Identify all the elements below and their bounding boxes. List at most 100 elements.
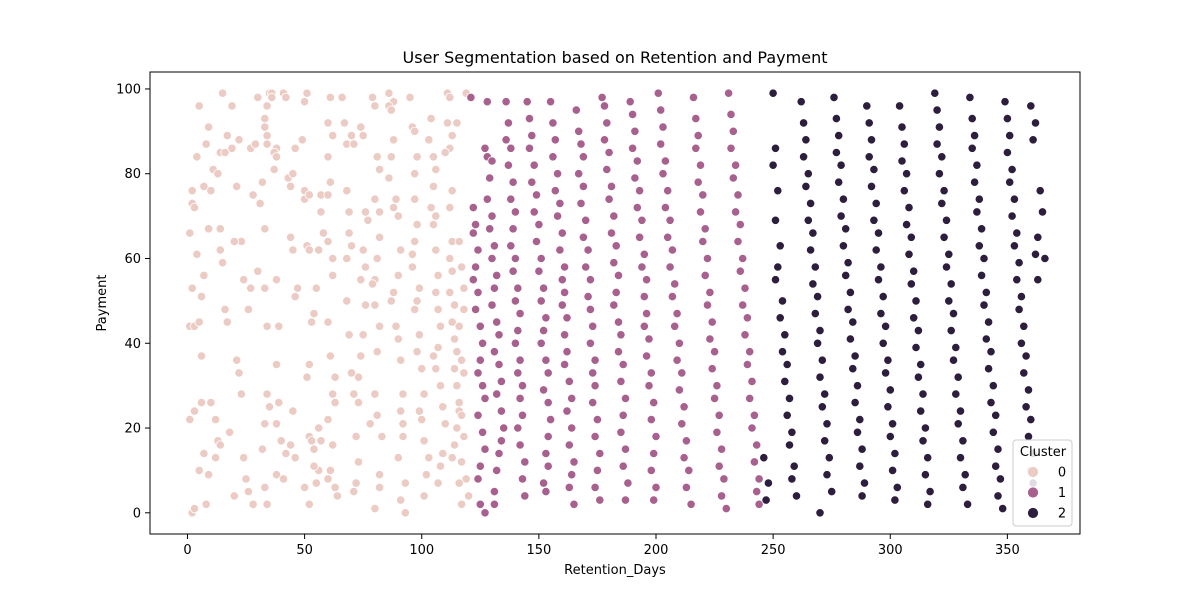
data-point-cluster-2: [759, 453, 769, 463]
data-point-cluster-0: [328, 131, 338, 141]
data-point-cluster-2: [763, 478, 774, 488]
data-point-cluster-1: [723, 88, 734, 98]
data-point-cluster-2: [768, 88, 778, 98]
data-point-cluster-2: [1035, 186, 1045, 196]
data-point-cluster-1: [651, 482, 661, 492]
data-point-cluster-2: [855, 414, 865, 425]
data-point-cluster-1: [634, 232, 645, 242]
data-point-cluster-2: [770, 215, 781, 225]
data-point-cluster-1: [473, 474, 483, 484]
data-point-cluster-2: [805, 198, 816, 208]
data-point-cluster-0: [447, 266, 457, 276]
data-point-cluster-2: [993, 444, 1003, 454]
data-point-cluster-1: [745, 347, 755, 357]
data-point-cluster-1: [475, 461, 485, 471]
data-point-cluster-2: [986, 347, 996, 357]
data-point-cluster-1: [686, 499, 696, 509]
data-point-cluster-1: [496, 376, 506, 386]
data-point-cluster-0: [447, 317, 457, 327]
data-point-cluster-1: [473, 410, 483, 420]
data-point-cluster-0: [346, 368, 357, 378]
data-point-cluster-0: [260, 122, 270, 132]
data-point-cluster-1: [649, 495, 659, 505]
data-point-cluster-1: [492, 317, 502, 327]
data-point-cluster-2: [998, 503, 1008, 514]
data-point-cluster-0: [328, 270, 338, 280]
data-point-cluster-1: [487, 253, 497, 264]
data-point-cluster-2: [845, 334, 856, 344]
data-point-cluster-1: [473, 245, 483, 255]
data-point-cluster-2: [969, 177, 980, 187]
data-point-cluster-1: [667, 291, 678, 302]
data-point-cluster-1: [740, 330, 750, 340]
data-point-cluster-0: [452, 381, 462, 391]
data-point-cluster-1: [581, 215, 591, 225]
data-point-cluster-1: [641, 275, 652, 285]
data-point-cluster-1: [524, 143, 535, 153]
data-point-cluster-0: [323, 317, 333, 327]
data-point-cluster-2: [815, 325, 825, 336]
data-point-cluster-1: [527, 177, 537, 187]
data-point-cluster-1: [616, 376, 626, 386]
data-point-cluster-2: [869, 215, 879, 225]
data-point-cluster-1: [712, 381, 722, 391]
data-point-cluster-0: [442, 118, 453, 128]
data-point-cluster-1: [515, 440, 525, 450]
data-point-cluster-1: [513, 283, 523, 293]
data-point-cluster-2: [815, 508, 825, 518]
data-point-cluster-0: [285, 440, 296, 450]
data-point-cluster-2: [934, 122, 945, 132]
data-point-cluster-0: [393, 334, 403, 344]
data-point-cluster-2: [768, 160, 778, 170]
data-point-cluster-2: [976, 224, 987, 234]
data-point-cluster-1: [576, 198, 586, 208]
data-point-cluster-2: [803, 215, 813, 225]
data-point-cluster-2: [972, 207, 982, 217]
data-point-cluster-1: [745, 393, 755, 403]
data-point-cluster-0: [260, 419, 270, 429]
data-point-cluster-1: [482, 97, 492, 107]
data-point-cluster-0: [302, 88, 312, 98]
data-point-cluster-2: [1033, 275, 1043, 285]
data-point-cluster-0: [189, 503, 200, 514]
data-point-cluster-2: [1030, 249, 1041, 259]
data-point-cluster-0: [447, 453, 457, 463]
data-point-cluster-0: [445, 253, 455, 264]
data-point-cluster-1: [515, 308, 525, 319]
data-point-cluster-0: [262, 499, 272, 509]
data-point-cluster-1: [705, 287, 715, 297]
y-axis-label: Payment: [95, 275, 110, 332]
data-point-cluster-0: [325, 92, 335, 103]
data-point-cluster-1: [644, 334, 654, 344]
data-point-cluster-1: [506, 143, 516, 153]
data-point-cluster-1: [548, 118, 558, 128]
data-point-cluster-0: [459, 368, 469, 378]
data-point-cluster-1: [496, 436, 506, 446]
data-point-cluster-0: [325, 465, 335, 475]
data-point-cluster-2: [941, 262, 952, 272]
data-point-cluster-0: [304, 190, 314, 200]
data-point-cluster-2: [890, 448, 900, 459]
data-point-cluster-1: [688, 92, 699, 103]
data-point-cluster-2: [909, 313, 919, 323]
data-point-cluster-1: [632, 156, 642, 166]
data-point-cluster-0: [253, 92, 263, 103]
data-point-cluster-0: [407, 262, 417, 272]
data-point-cluster-1: [623, 478, 633, 488]
data-point-cluster-2: [901, 169, 912, 179]
data-point-cluster-0: [459, 283, 469, 293]
data-point-cluster-0: [407, 249, 417, 259]
data-point-cluster-0: [456, 355, 467, 365]
data-point-cluster-0: [452, 423, 462, 433]
data-point-cluster-1: [555, 245, 565, 255]
data-point-cluster-0: [248, 499, 258, 509]
data-point-cluster-1: [578, 152, 589, 162]
data-point-cluster-0: [398, 419, 408, 429]
data-point-cluster-1: [606, 181, 617, 191]
data-point-cluster-2: [878, 291, 888, 302]
data-point-cluster-0: [323, 152, 333, 162]
data-point-cluster-0: [325, 351, 335, 361]
data-point-cluster-0: [250, 139, 260, 149]
x-axis: 0 50 100 150 200 250 300 350: [183, 534, 1020, 558]
data-point-cluster-0: [269, 164, 279, 175]
